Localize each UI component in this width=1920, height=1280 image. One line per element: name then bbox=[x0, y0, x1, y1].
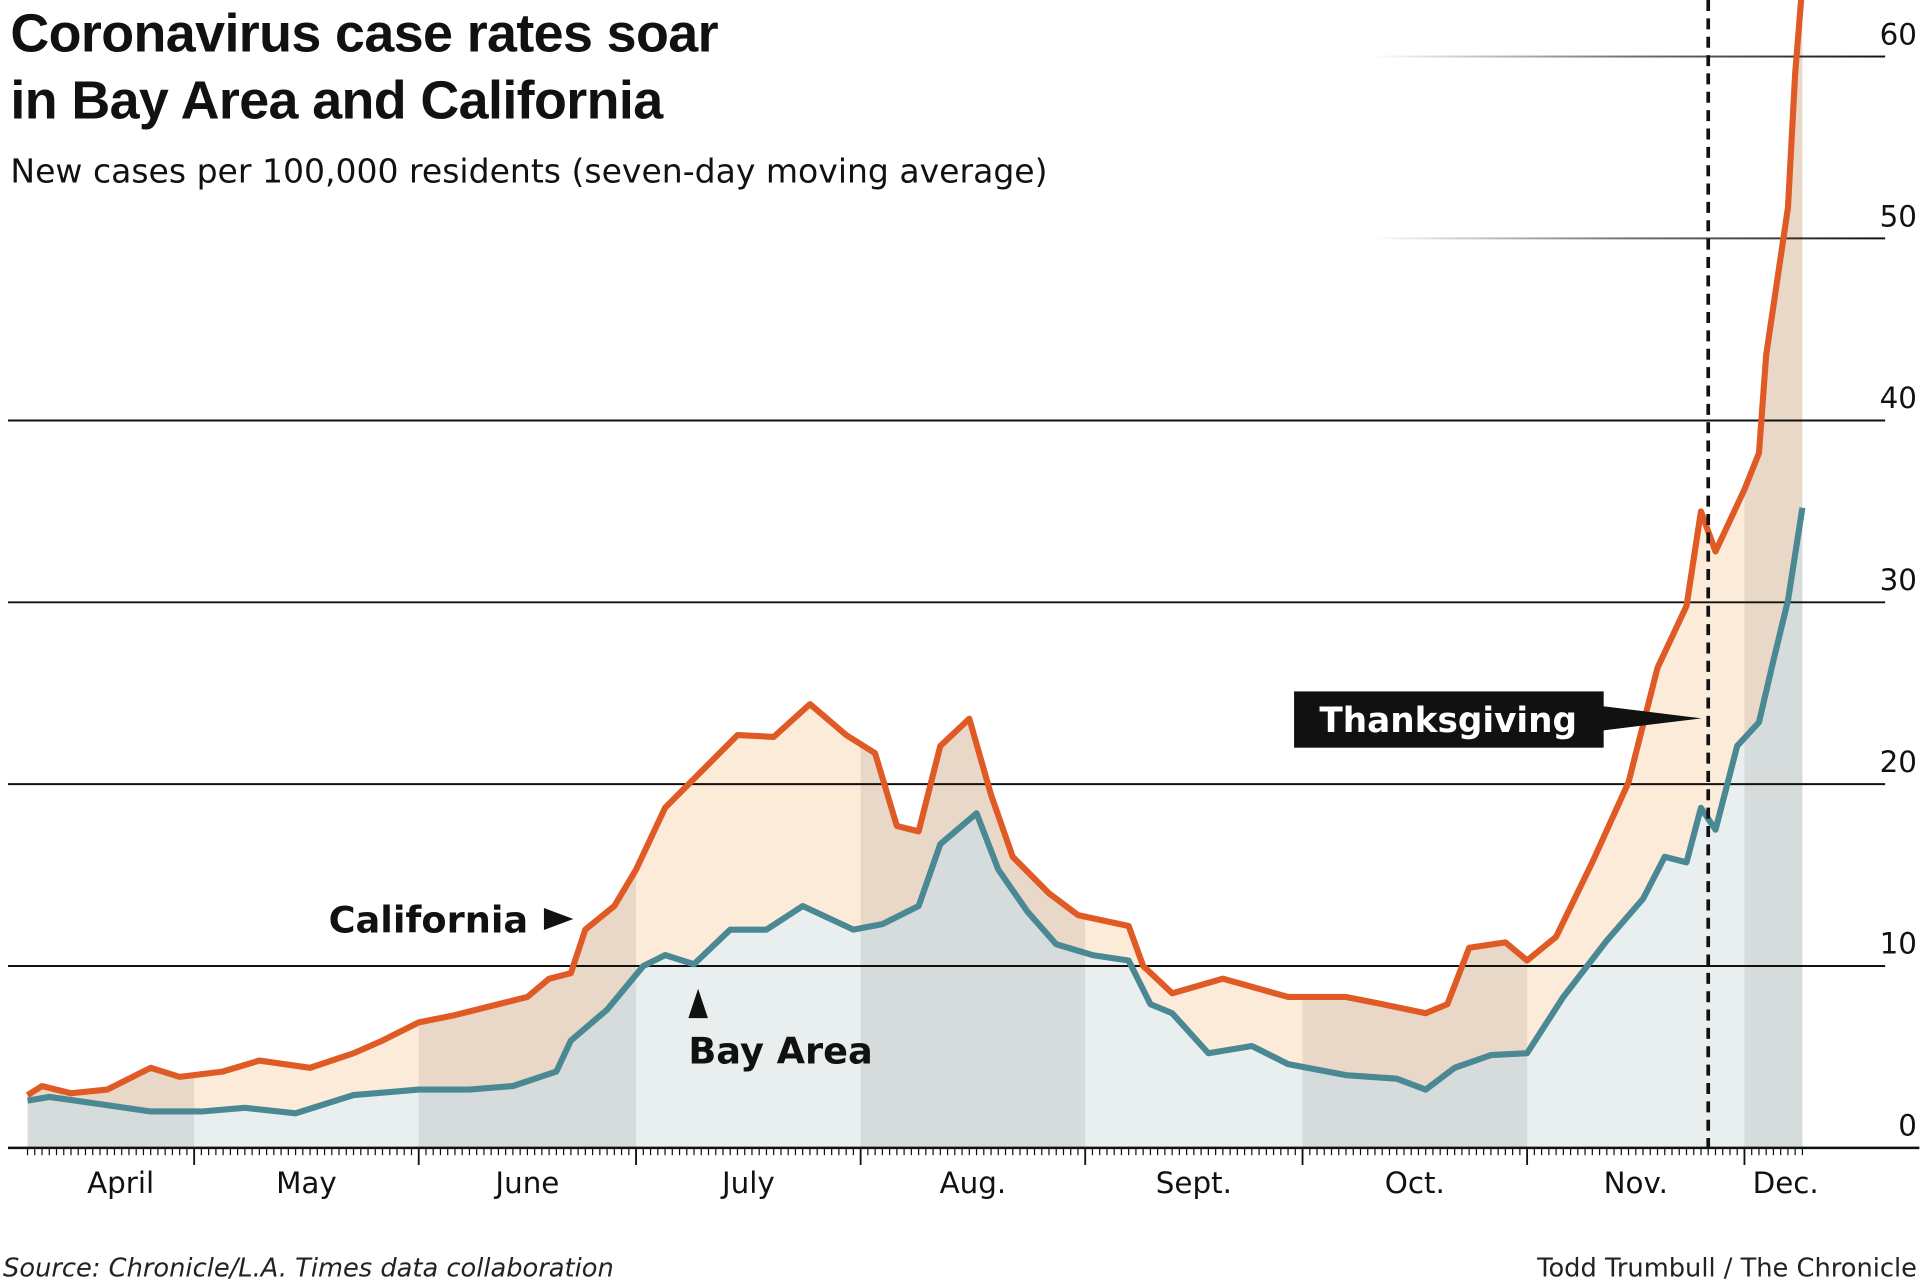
bay-area-label: Bay Area bbox=[688, 988, 873, 1072]
month-band-Oct. bbox=[1302, 0, 1528, 1148]
credit: Todd Trumbull / The Chronicle bbox=[1536, 1253, 1917, 1280]
y-tick-label: 50 bbox=[1880, 199, 1917, 233]
right-arrow-icon bbox=[543, 907, 574, 931]
california-label: California bbox=[329, 898, 574, 941]
gridlines bbox=[7, 55, 1886, 967]
subtitle: New cases per 100,000 residents (seven-d… bbox=[10, 151, 1047, 190]
y-tick-label: 60 bbox=[1880, 18, 1917, 52]
x-tick-label: July bbox=[720, 1166, 775, 1200]
title-line-1: Coronavirus case rates soar bbox=[10, 3, 718, 63]
x-tick-label: Oct. bbox=[1385, 1166, 1445, 1200]
source-note: Source: Chronicle/L.A. Times data collab… bbox=[3, 1253, 614, 1280]
y-tick-label: 20 bbox=[1880, 745, 1917, 779]
x-tick-label: Sept. bbox=[1156, 1166, 1232, 1200]
x-tick-label: Aug. bbox=[940, 1166, 1007, 1200]
california-label-text: California bbox=[329, 898, 529, 941]
x-tick-label: Nov. bbox=[1604, 1166, 1668, 1200]
bay-area-area bbox=[27, 507, 1803, 1148]
y-tick-label: 10 bbox=[1880, 927, 1917, 961]
y-tick-label: 40 bbox=[1880, 381, 1917, 415]
gridline-50 bbox=[1371, 237, 1886, 240]
x-tick-label: Dec. bbox=[1753, 1166, 1819, 1200]
bay-area-label-text: Bay Area bbox=[688, 1029, 872, 1072]
thanksgiving-text: Thanksgiving bbox=[1319, 701, 1577, 741]
thanksgiving-annotation: Thanksgiving bbox=[1294, 691, 1702, 748]
series-lines bbox=[25, 0, 1806, 1117]
up-arrow-icon bbox=[688, 988, 708, 1019]
x-tick-label: June bbox=[493, 1166, 559, 1200]
x-tick-label: May bbox=[276, 1166, 337, 1200]
california-line bbox=[25, 0, 1805, 1098]
y-tick-label: 30 bbox=[1880, 563, 1917, 597]
title-line-2: in Bay Area and California bbox=[10, 71, 664, 131]
pointer-icon bbox=[1602, 706, 1702, 731]
gridline-60 bbox=[1371, 55, 1886, 58]
area-fills bbox=[27, 0, 1803, 1148]
x-axis: April May June July Aug. Sept. Oct. Nov. Dec. bbox=[7, 1146, 1920, 1200]
bay-area-line bbox=[27, 507, 1806, 1117]
y-tick-label: 0 bbox=[1898, 1109, 1917, 1143]
y-axis: 0 10 20 30 40 50 60 bbox=[1880, 18, 1917, 1143]
x-tick-label: April bbox=[87, 1166, 154, 1200]
thanksgiving-box bbox=[1294, 691, 1604, 748]
